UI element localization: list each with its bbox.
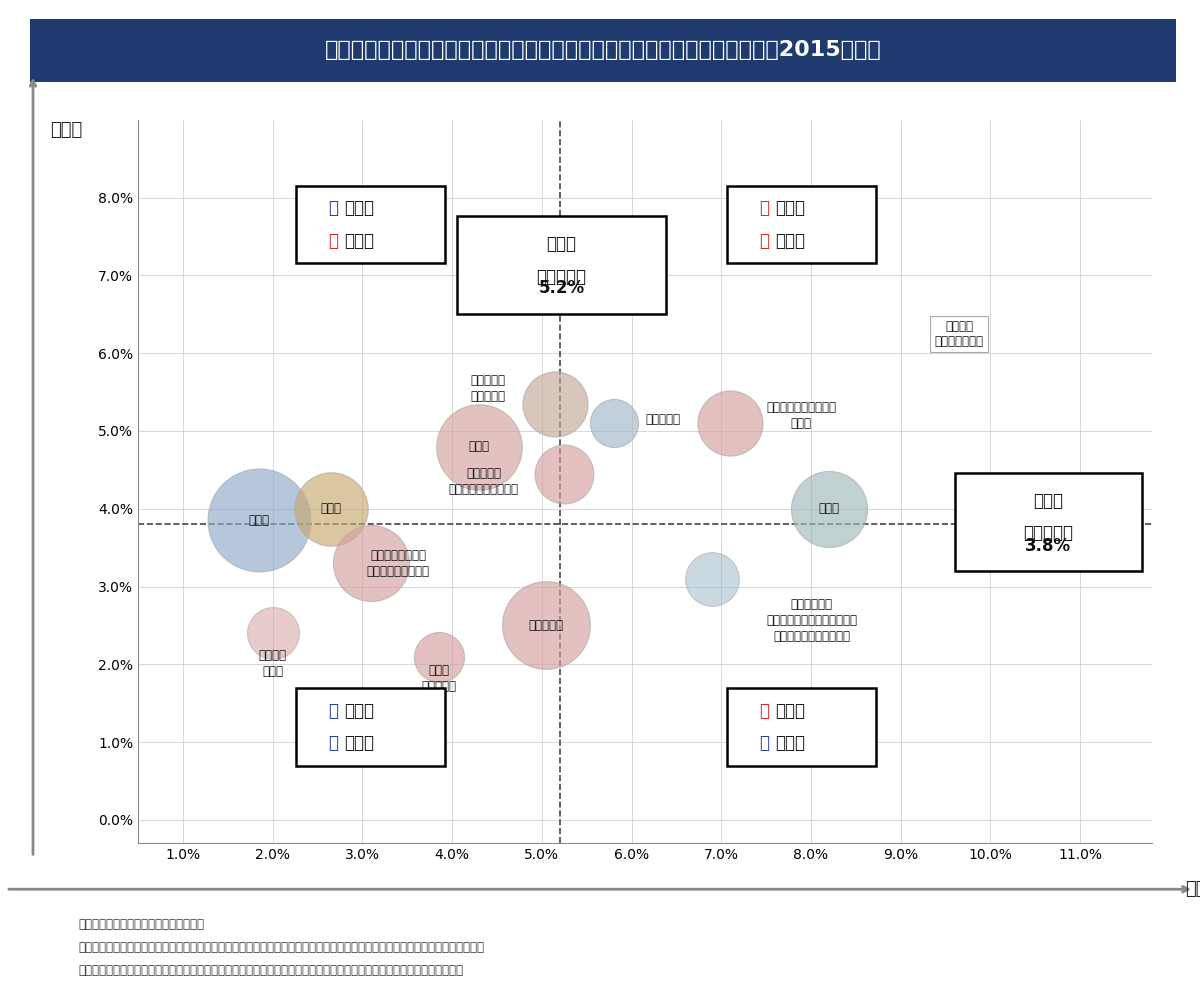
Text: 卸売業: 卸売業 (320, 502, 342, 515)
Point (361, 555, 380, 571)
Text: 高: 高 (760, 232, 769, 250)
Text: その他サービス業
（複合サービス他）: その他サービス業 （複合サービス他） (367, 549, 430, 578)
Text: 開業率: 開業率 (775, 200, 805, 218)
Text: 宿泊業、
飲食サービス業: 宿泊業、 飲食サービス業 (935, 319, 984, 347)
FancyBboxPatch shape (954, 473, 1142, 571)
Text: 開業率: 開業率 (344, 702, 374, 720)
Text: 教育、
学習支援業: 教育、 学習支援業 (421, 665, 456, 694)
Text: 3.8%: 3.8% (1025, 538, 1072, 556)
Text: 学術研究、
専門・技術サービス業: 学術研究、 専門・技術サービス業 (449, 467, 518, 496)
Text: 資料：厚生労働省「雇用保険事業年報」: 資料：厚生労働省「雇用保険事業年報」 (78, 918, 204, 931)
Text: 廃業率: 廃業率 (50, 121, 82, 139)
Text: その他の業種
（鉱業、電気、金融、農林、
漁業、公務、分類不能）: その他の業種 （鉱業、電気、金融、農林、 漁業、公務、分類不能） (766, 598, 857, 644)
Text: 廃業率: 廃業率 (344, 735, 374, 752)
Text: 5.2%: 5.2% (539, 279, 584, 297)
Text: 高: 高 (760, 200, 769, 218)
Point (322, 501, 341, 517)
Text: 開業率: 開業率 (775, 702, 805, 720)
Text: 開業率: 開業率 (546, 235, 576, 252)
Text: 高: 高 (329, 232, 338, 250)
Text: 低: 低 (760, 735, 769, 752)
Text: 開業率: 開業率 (1186, 880, 1200, 898)
FancyBboxPatch shape (296, 689, 445, 765)
Point (820, 501, 839, 517)
Point (554, 466, 574, 482)
Text: ２．雇用保険事業年報による廃業率は、当該年度に雇用関係が消滅した事業所数／前年度末の適用事業所数である。: ２．雇用保険事業年報による廃業率は、当該年度に雇用関係が消滅した事業所数／前年度… (78, 964, 463, 977)
Text: 運輸業、
郵便業: 運輸業、 郵便業 (259, 649, 287, 678)
FancyBboxPatch shape (296, 186, 445, 262)
Text: 情報通信業: 情報通信業 (646, 413, 680, 426)
Point (703, 571, 722, 587)
Point (721, 415, 740, 431)
Text: 廃業率: 廃業率 (1033, 492, 1063, 510)
Text: 低: 低 (329, 200, 338, 218)
Text: 建設業: 建設業 (818, 502, 840, 515)
FancyBboxPatch shape (457, 217, 666, 314)
Point (469, 438, 488, 454)
Point (536, 618, 556, 634)
Text: 全業種平均: 全業種平均 (536, 267, 587, 285)
Text: 廃業率: 廃業率 (775, 232, 805, 250)
Text: 開業率: 開業率 (344, 200, 374, 218)
Text: （注）１．雇用保険事業年報による開業率は、当該年度に雇用関係が新規に設立した事業所数／前年度末の適用事業所数である。: （注）１．雇用保険事業年報による開業率は、当該年度に雇用関係が新規に設立した事業… (78, 941, 484, 954)
Text: 全業種平均: 全業種平均 (1024, 524, 1073, 542)
Point (263, 626, 282, 642)
Text: 不動産業、
物品賃貸業: 不動産業、 物品賃貸業 (470, 373, 505, 402)
FancyBboxPatch shape (727, 186, 876, 262)
Text: 低: 低 (329, 702, 338, 720)
Text: 低: 低 (329, 735, 338, 752)
FancyBboxPatch shape (727, 689, 876, 765)
Text: 中小企業・小規模事業者のライフサイクルと生産性（業種ごとの開廃業率・2015年度）: 中小企業・小規模事業者のライフサイクルと生産性（業種ごとの開廃業率・2015年度… (325, 40, 881, 61)
Point (546, 396, 565, 412)
Point (430, 649, 449, 665)
Text: 廃業率: 廃業率 (344, 232, 374, 250)
Text: 小売業: 小売業 (468, 440, 490, 453)
Text: 高: 高 (760, 702, 769, 720)
FancyBboxPatch shape (30, 19, 1176, 82)
Text: 製造業: 製造業 (248, 514, 270, 527)
Text: 生活関連サービス業、
娯楽費: 生活関連サービス業、 娯楽費 (766, 401, 836, 430)
Text: 医療、福祉: 医療、福祉 (529, 619, 564, 632)
Text: 廃業率: 廃業率 (775, 735, 805, 752)
Point (250, 512, 269, 528)
Point (604, 415, 623, 431)
